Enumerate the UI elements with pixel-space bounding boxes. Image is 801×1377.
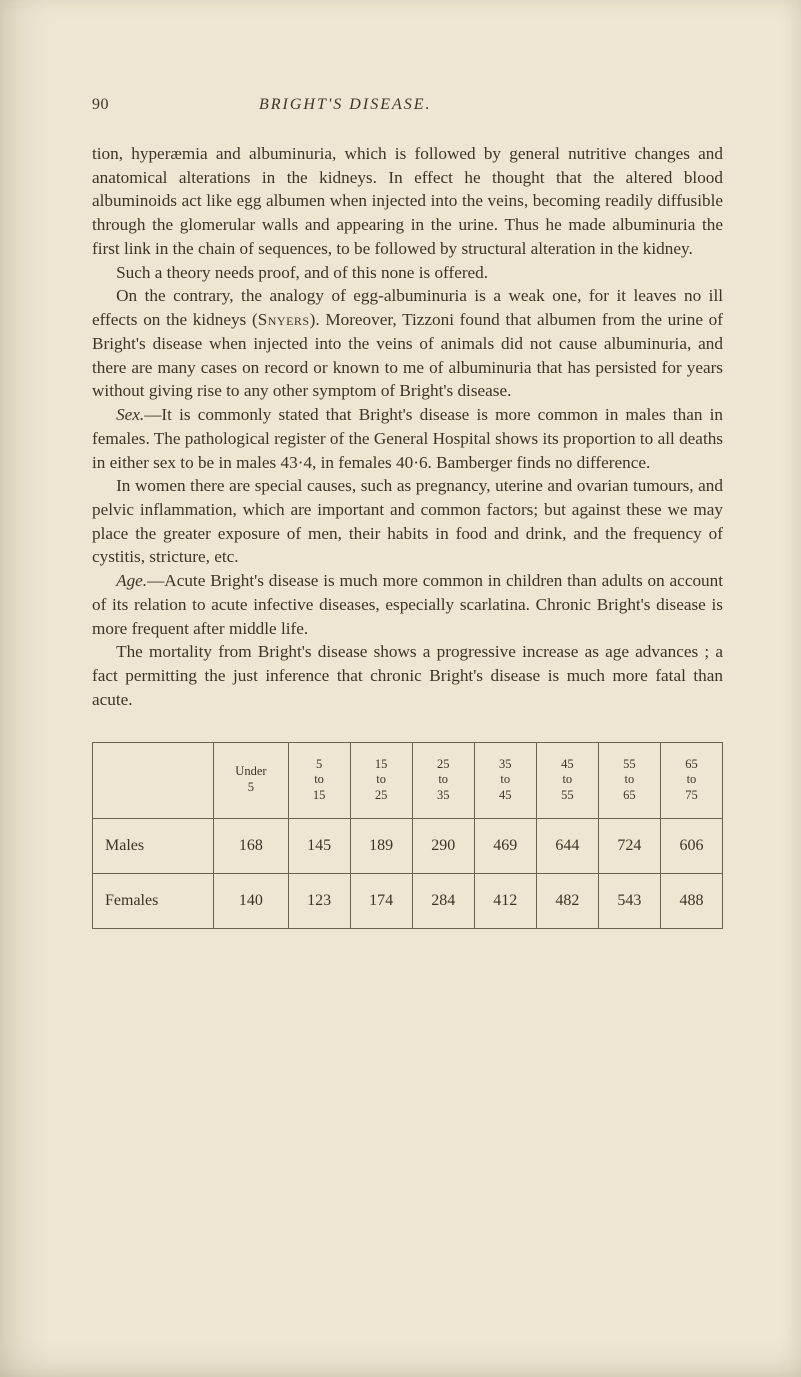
para-2: Such a theory needs proof, and of this n…: [116, 263, 488, 282]
body-text: tion, hyperæmia and albuminuria, which i…: [92, 142, 723, 712]
author-snyers: Snyers: [258, 310, 310, 329]
col-5-15: 5 to 15: [288, 742, 350, 818]
row-label-females: Females: [93, 873, 214, 928]
table-cell: 488: [660, 873, 722, 928]
para-4: —It is commonly stated that Bright's dis…: [92, 405, 727, 471]
col-under-5: Under 5: [214, 742, 288, 818]
col-55-65: 55 to 65: [598, 742, 660, 818]
table-cell: 412: [474, 873, 536, 928]
para-5: In women there are special causes, such …: [92, 476, 727, 566]
table-row: Males 168 145 189 290 469 644 724 606: [93, 818, 723, 873]
table-cell: 482: [536, 873, 598, 928]
col-35-45: 35 to 45: [474, 742, 536, 818]
para-6: —Acute Bright's disease is much more com…: [92, 571, 727, 637]
row-label-males: Males: [93, 818, 214, 873]
table-header-row: Under 5 5 to 15 15 to 25 25 to 35 35 to: [93, 742, 723, 818]
col-25-35: 25 to 35: [412, 742, 474, 818]
mortality-table: Under 5 5 to 15 15 to 25 25 to 35 35 to: [92, 742, 723, 929]
col-65-75: 65 to 75: [660, 742, 722, 818]
age-heading: Age.: [116, 571, 147, 590]
table-cell: 284: [412, 873, 474, 928]
table-cell: 644: [536, 818, 598, 873]
table-cell: 168: [214, 818, 288, 873]
table-cell: 724: [598, 818, 660, 873]
running-head: 90 BRIGHT'S DISEASE.: [92, 96, 723, 114]
page-number: 90: [92, 96, 109, 114]
table-row: Females 140 123 174 284 412 482 543 488: [93, 873, 723, 928]
table-cell: 469: [474, 818, 536, 873]
table-cell: 140: [214, 873, 288, 928]
table-cell: 189: [350, 818, 412, 873]
running-title: BRIGHT'S DISEASE.: [259, 96, 432, 114]
table-cell: 290: [412, 818, 474, 873]
para-7: The mortality from Bright's disease show…: [92, 642, 727, 708]
table-corner-cell: [93, 742, 214, 818]
table-cell: 543: [598, 873, 660, 928]
scanned-page: 90 BRIGHT'S DISEASE. tion, hyperæmia and…: [0, 0, 801, 1377]
table-cell: 174: [350, 873, 412, 928]
table-cell: 606: [660, 818, 722, 873]
table-cell: 123: [288, 873, 350, 928]
table-cell: 145: [288, 818, 350, 873]
col-15-25: 15 to 25: [350, 742, 412, 818]
para-1: tion, hyperæmia and albuminuria, which i…: [92, 144, 727, 258]
sex-heading: Sex.: [116, 405, 144, 424]
col-45-55: 45 to 55: [536, 742, 598, 818]
